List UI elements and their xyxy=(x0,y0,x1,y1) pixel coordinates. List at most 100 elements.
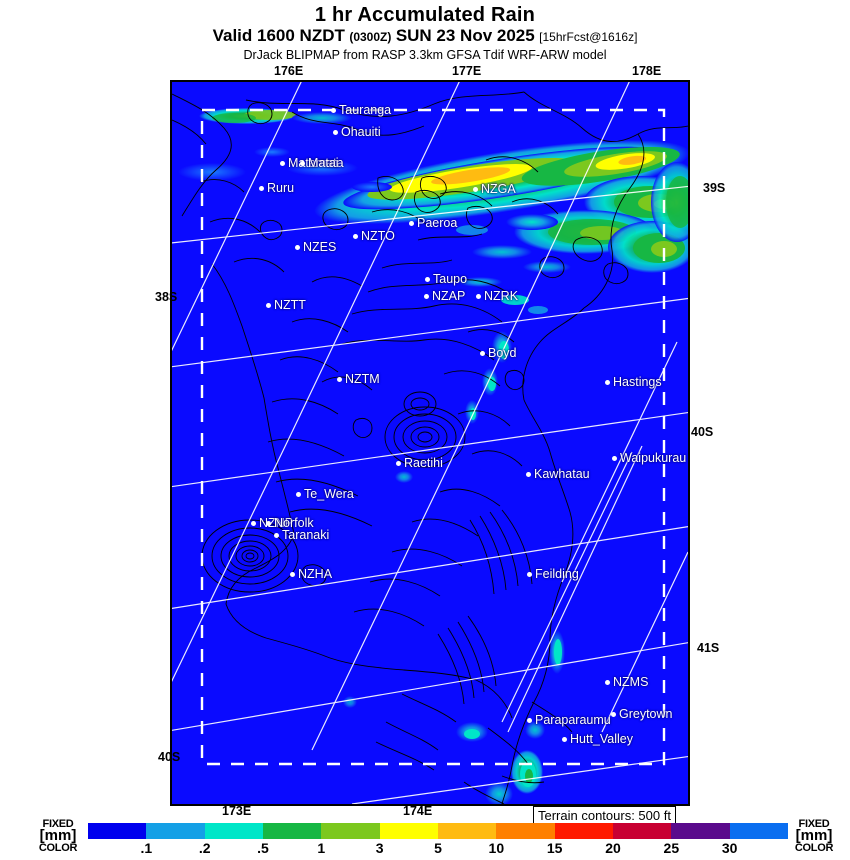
subtitle: Valid 1600 NZDT (0300Z) SUN 23 Nov 2025 … xyxy=(0,26,850,47)
model-description: DrJack BLIPMAP from RASP 3.3km GFSA Tdif… xyxy=(243,48,607,62)
city-dot-icon xyxy=(611,712,616,717)
city-label: Greytown xyxy=(619,707,673,721)
city-label: Matai xyxy=(308,156,339,170)
rain-map[interactable]: Tauranga Ohauiti Matamata Matai Ruru NZGA Paer… xyxy=(172,82,688,804)
city-label: Waipukurau xyxy=(620,451,687,465)
colorbar-swatch xyxy=(496,823,555,839)
city-label: Kawhatau xyxy=(534,467,590,481)
city-label: NZTO xyxy=(361,229,395,243)
city-label: NZTT xyxy=(274,298,306,312)
colorbar-fixed-label-right: FIXED xyxy=(798,818,830,830)
city-label: Raetihi xyxy=(404,456,443,470)
latitude-label: 38S xyxy=(155,290,178,304)
city-label: Hastings xyxy=(613,375,662,389)
city-dot-icon xyxy=(527,718,532,723)
city-label: NZRK xyxy=(484,289,519,303)
colorbar: FIXED [mm] COLOR .1 .2 .5 1 3 5 10 15 20 25 30 FIX… xyxy=(0,818,850,860)
city-dot-icon xyxy=(259,186,264,191)
city-dot-icon xyxy=(562,737,567,742)
graticule xyxy=(172,82,688,804)
city-dot-icon xyxy=(473,187,478,192)
city-label: Feilding xyxy=(535,567,579,581)
colorbar-tick: 20 xyxy=(605,840,621,856)
city-label: Taupo xyxy=(433,272,468,286)
colorbar-gradient xyxy=(88,823,788,839)
colorbar-tick: 10 xyxy=(488,840,505,856)
city-dot-icon xyxy=(526,472,531,477)
city-dot-icon xyxy=(274,533,279,538)
city-label: NZMS xyxy=(613,675,649,689)
city-label: Ruru xyxy=(267,181,295,195)
city-label: Hutt_Valley xyxy=(570,732,633,746)
city-label: Te_Wera xyxy=(304,487,354,501)
terrain-contour-note: Terrain contours: 500 ft xyxy=(533,806,676,825)
longitude-label-bottom: 173E xyxy=(222,804,252,818)
city-dot-icon xyxy=(295,245,300,250)
colorbar-swatch xyxy=(671,823,730,839)
colorbar-swatch xyxy=(146,823,205,839)
city-label: Ohauiti xyxy=(341,125,381,139)
colorbar-swatch xyxy=(321,823,380,839)
colorbar-tick: .2 xyxy=(198,840,211,856)
city-dot-icon xyxy=(266,521,271,526)
city-label: NZHA xyxy=(298,567,333,581)
city-label: NZTM xyxy=(345,372,380,386)
forecast-hour: [15hrFcst@1616z] xyxy=(539,30,638,44)
longitude-label-top: 177E xyxy=(452,64,482,78)
title-block: 1 hr Accumulated Rain Valid 1600 NZDT (0… xyxy=(0,0,850,63)
colorbar-swatch xyxy=(379,823,438,839)
city-dot-icon xyxy=(605,680,610,685)
city-dot-icon xyxy=(331,108,336,113)
city-dot-icon xyxy=(290,572,295,577)
colorbar-swatch xyxy=(729,823,788,839)
city-dot-icon xyxy=(424,294,429,299)
longitude-label-top: 176E xyxy=(274,64,304,78)
colorbar-tick: .5 xyxy=(257,840,269,856)
city-dot-icon xyxy=(527,572,532,577)
city-dot-icon xyxy=(480,351,485,356)
colorbar-tick: 1 xyxy=(317,840,326,856)
colorbar-mm-label-left: [mm] xyxy=(39,827,77,844)
colorbar-swatch xyxy=(612,823,672,839)
city-dot-icon xyxy=(612,456,617,461)
city-label: Paeroa xyxy=(417,216,458,230)
city-dot-icon xyxy=(300,161,305,166)
colorbar-fixed-label-left: FIXED xyxy=(42,818,74,830)
city-dot-icon xyxy=(266,303,271,308)
latitude-label: 41S xyxy=(697,641,720,655)
colorbar-mm-label-right: [mm] xyxy=(795,827,833,844)
city-label: Boyd xyxy=(488,346,517,360)
colorbar-units-right: FIXED [mm] COLOR xyxy=(786,818,842,854)
city-dot-icon xyxy=(409,221,414,226)
rain-field xyxy=(178,108,688,804)
colorbar-swatch xyxy=(554,823,613,839)
colorbar-tick: 5 xyxy=(434,840,442,856)
map-graphics xyxy=(172,82,688,804)
colorbar-tick: 30 xyxy=(721,840,738,856)
city-dot-icon xyxy=(296,492,301,497)
colorbar-swatch xyxy=(437,823,497,839)
colorbar-units-left: FIXED [mm] COLOR xyxy=(30,818,86,854)
city-label: Taranaki xyxy=(282,528,330,542)
city-label: Paraparaumu xyxy=(535,713,611,727)
city-label: NZES xyxy=(303,240,337,254)
city-dot-icon xyxy=(280,161,285,166)
colorbar-color-label-left: COLOR xyxy=(38,842,78,854)
city-dot-icon xyxy=(476,294,481,299)
page-title: 1 hr Accumulated Rain xyxy=(314,4,536,26)
colorbar-swatch xyxy=(204,823,263,839)
longitude-label-bottom: 174E xyxy=(403,804,433,818)
latitude-label: 39S xyxy=(703,181,726,195)
valid-time: Valid 1600 NZDT xyxy=(212,26,345,45)
domain-rectangle xyxy=(200,108,666,766)
colorbar-tick: .1 xyxy=(140,840,153,856)
city-label: Tauranga xyxy=(339,103,392,117)
city-dot-icon xyxy=(251,521,256,526)
city-label: Matamata xyxy=(288,156,344,170)
colorbar-swatch xyxy=(88,823,147,839)
latitude-label: 40S xyxy=(691,425,714,439)
city-dot-icon xyxy=(425,277,430,282)
city-dot-icon xyxy=(605,380,610,385)
colorbar-tick: 25 xyxy=(663,840,680,856)
city-label: Norfolk xyxy=(274,516,314,530)
